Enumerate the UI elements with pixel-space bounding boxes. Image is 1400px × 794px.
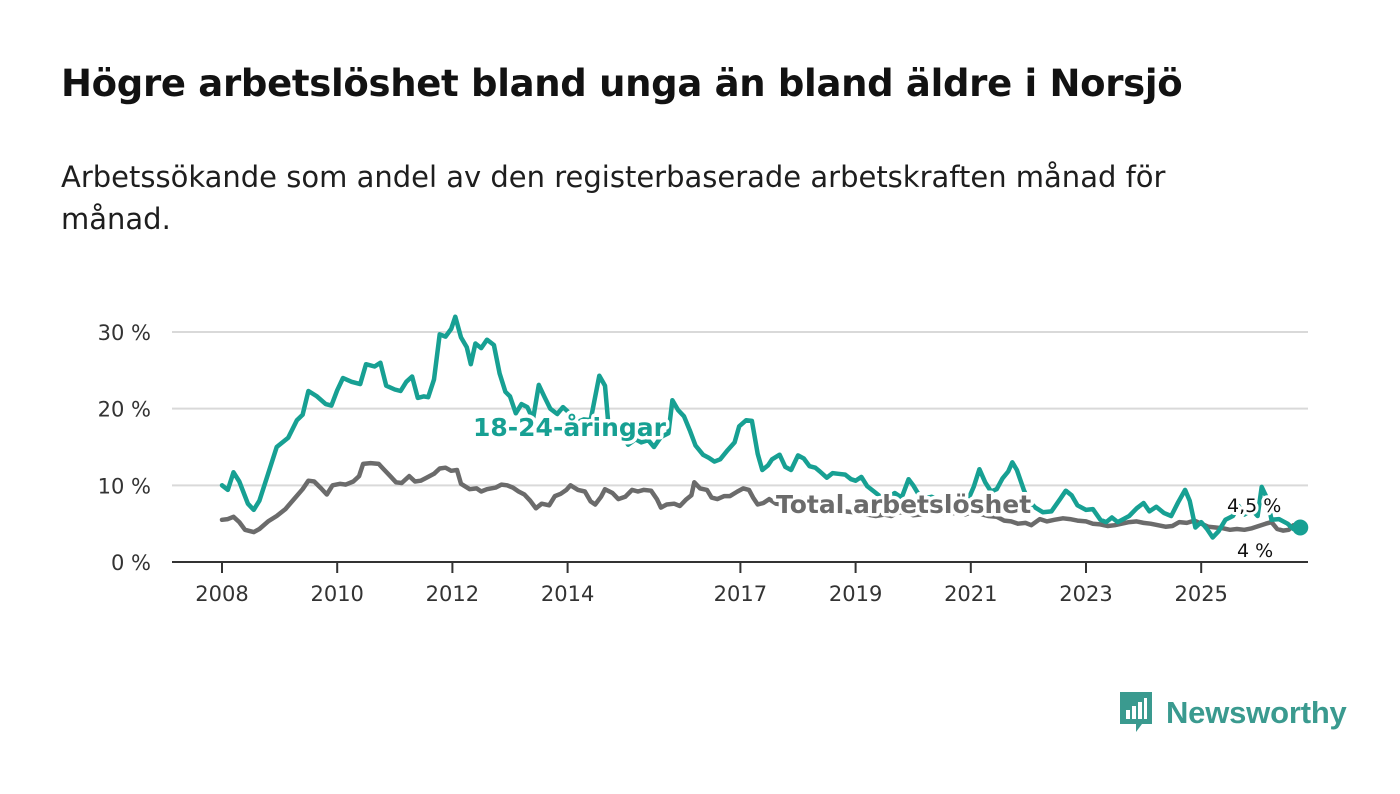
x-tick-label: 2008	[195, 582, 248, 606]
y-tick-label: 10 %	[98, 474, 151, 498]
x-tick-label: 2025	[1174, 582, 1227, 606]
x-axis-ticks: 2008 2010 2012 2014 2017 2019 2021 2023 2025	[195, 562, 1228, 606]
y-axis-ticks: 0 % 10 % 20 % 30 %	[98, 321, 151, 575]
y-tick-label: 20 %	[98, 398, 151, 422]
end-label-total: 4 %	[1237, 540, 1273, 562]
x-tick-label: 2021	[944, 582, 997, 606]
x-tick-label: 2019	[829, 582, 882, 606]
x-tick-label: 2023	[1059, 582, 1112, 606]
chart-title: Högre arbetslöshet bland unga än bland ä…	[61, 62, 1183, 105]
x-tick-label: 2017	[714, 582, 767, 606]
x-tick-label: 2014	[541, 582, 594, 606]
series-label-total: Total arbetslöshet	[776, 490, 1031, 519]
series-label-youth: 18-24-åringar	[473, 413, 667, 442]
brand-name: Newsworthy	[1166, 695, 1347, 730]
x-tick-label: 2012	[426, 582, 479, 606]
newsworthy-brand[interactable]: Newsworthy	[1118, 690, 1347, 736]
gridlines	[172, 331, 1308, 487]
y-tick-label: 30 %	[98, 321, 151, 345]
series-labels: 18-24-åringar Total arbetslöshet 4,5 % 4 %	[470, 410, 1285, 566]
end-label-youth: 4,5 %	[1227, 495, 1281, 517]
series-line-youth	[219, 314, 1303, 540]
chart-subtitle: Arbetssökande som andel av den registerb…	[61, 160, 1166, 236]
x-tick-label: 2010	[310, 582, 363, 606]
series-lines	[219, 314, 1309, 540]
bar-chart-logo-icon	[1120, 692, 1152, 732]
series-line-total	[219, 460, 1302, 535]
y-tick-label: 0 %	[111, 551, 151, 575]
end-point-youth	[1292, 519, 1309, 536]
